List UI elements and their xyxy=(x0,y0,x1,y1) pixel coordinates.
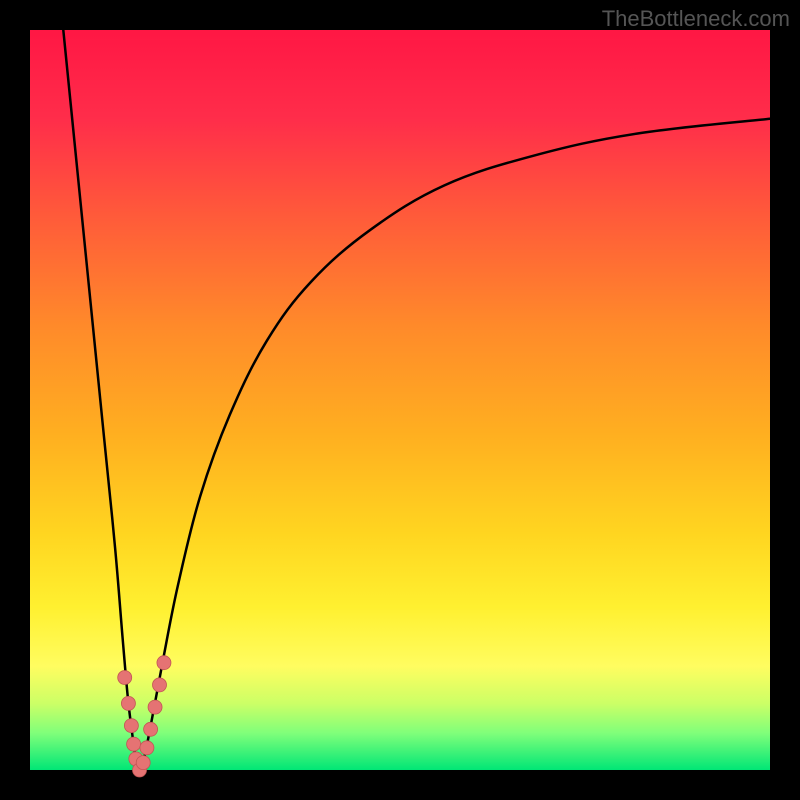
data-marker xyxy=(148,700,162,714)
data-marker xyxy=(136,756,150,770)
data-marker xyxy=(118,671,132,685)
watermark-text: TheBottleneck.com xyxy=(602,6,790,32)
data-marker xyxy=(153,678,167,692)
bottleneck-chart: TheBottleneck.com xyxy=(0,0,800,800)
data-marker xyxy=(140,741,154,755)
data-marker xyxy=(121,696,135,710)
chart-svg xyxy=(0,0,800,800)
data-marker xyxy=(144,722,158,736)
data-marker xyxy=(157,656,171,670)
data-marker xyxy=(127,737,141,751)
data-marker xyxy=(124,719,138,733)
